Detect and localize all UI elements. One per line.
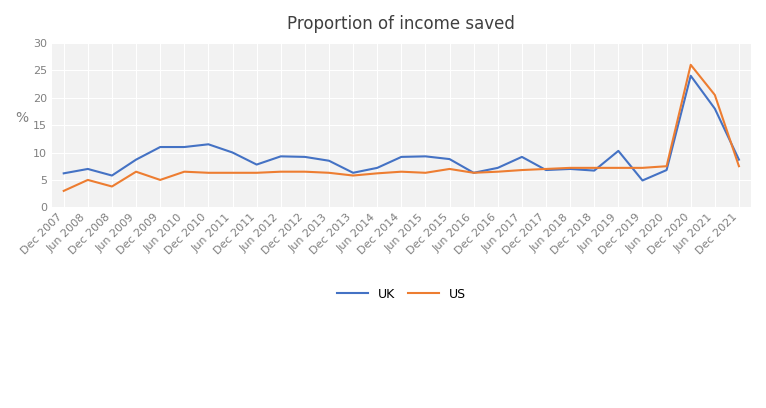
Legend: UK, US: UK, US (332, 283, 471, 306)
UK (565, 166, 574, 171)
UK (445, 157, 454, 162)
UK (686, 73, 696, 78)
UK (397, 155, 406, 160)
US (155, 177, 165, 182)
US (204, 171, 213, 175)
UK (277, 154, 286, 159)
US (565, 165, 574, 170)
Line: UK: UK (64, 76, 739, 180)
Line: US: US (64, 65, 739, 191)
UK (469, 171, 478, 175)
US (300, 169, 309, 174)
US (590, 165, 599, 170)
US (349, 173, 358, 178)
UK (83, 166, 93, 171)
US (107, 184, 116, 189)
UK (155, 144, 165, 149)
UK (132, 157, 141, 162)
UK (662, 168, 671, 173)
UK (638, 178, 647, 183)
US (397, 169, 406, 174)
US (710, 93, 719, 98)
UK (59, 171, 68, 176)
US (686, 62, 696, 67)
US (493, 169, 502, 174)
US (469, 171, 478, 175)
US (517, 168, 526, 173)
US (59, 188, 68, 193)
US (614, 165, 623, 170)
US (83, 177, 93, 182)
UK (710, 106, 719, 111)
US (324, 171, 333, 175)
UK (493, 165, 502, 170)
UK (228, 150, 237, 155)
US (421, 171, 430, 175)
UK (614, 149, 623, 153)
US (228, 171, 237, 175)
UK (204, 142, 213, 147)
UK (107, 173, 116, 178)
UK (180, 144, 189, 149)
UK (349, 171, 358, 175)
US (638, 165, 647, 170)
UK (735, 157, 744, 162)
UK (372, 165, 381, 170)
US (277, 169, 286, 174)
UK (542, 168, 551, 173)
US (180, 169, 189, 174)
US (445, 166, 454, 171)
Title: Proportion of income saved: Proportion of income saved (287, 15, 516, 33)
UK (300, 155, 309, 160)
US (132, 169, 141, 174)
UK (421, 154, 430, 159)
UK (252, 162, 261, 167)
UK (590, 168, 599, 173)
US (252, 171, 261, 175)
US (735, 164, 744, 169)
UK (324, 158, 333, 163)
US (542, 166, 551, 171)
Y-axis label: %: % (15, 111, 28, 125)
US (372, 171, 381, 176)
UK (517, 155, 526, 160)
US (662, 164, 671, 169)
